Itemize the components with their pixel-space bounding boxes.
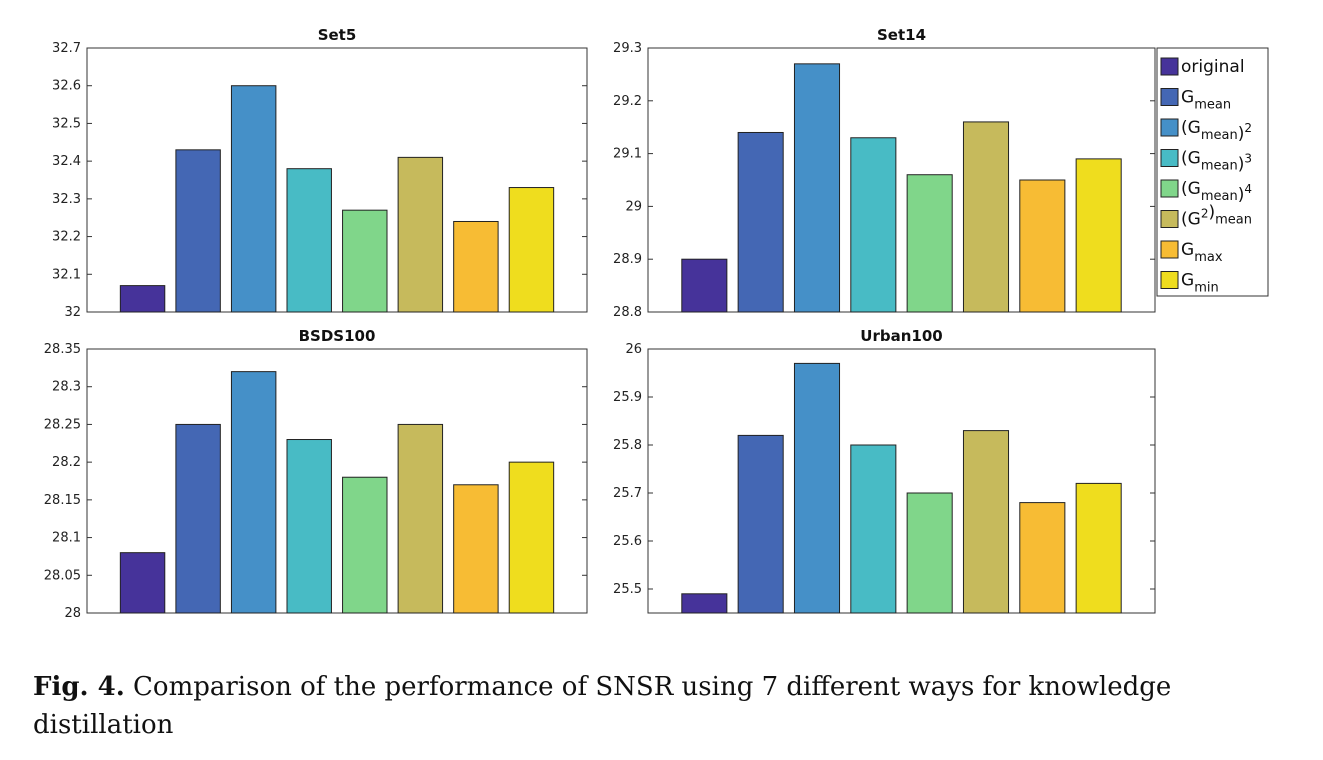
y-tick-label: 25.5 [613, 582, 642, 597]
bar-1 [119, 552, 166, 614]
bar-4 [286, 168, 332, 313]
bar-4 [286, 439, 332, 614]
y-tick-label: 32.1 [52, 267, 81, 282]
y-tick-label: 28.05 [44, 568, 81, 583]
y-tick-label: 28.2 [52, 455, 81, 470]
y-tick-label: 25.6 [613, 534, 642, 549]
y-tick-label: 28 [64, 606, 81, 621]
bar-7 [453, 220, 499, 313]
y-tick-label: 32.3 [52, 192, 81, 207]
bar-7 [1019, 179, 1066, 313]
y-tick-label: 28.15 [44, 493, 81, 508]
y-tick-label: 32.7 [52, 41, 81, 56]
bar-1 [681, 258, 728, 313]
legend-swatch [1160, 179, 1179, 198]
legend-swatch [1160, 271, 1179, 289]
bar-6 [962, 121, 1010, 313]
legend-swatch [1160, 149, 1179, 167]
legend-swatch [1160, 118, 1179, 137]
bar-3 [230, 85, 277, 313]
y-tick-label: 29.3 [613, 41, 642, 56]
bar-1 [119, 285, 166, 313]
y-tick-label: 29 [625, 199, 642, 214]
bar-2 [175, 423, 221, 614]
figure-chart-grid: Set5 32 32.1 32.2 32.3 32.4 32.5 32.6 32.7 Set14 2… [44, 26, 1269, 621]
bar-6 [397, 156, 444, 313]
y-tick-label: 28.35 [44, 342, 81, 357]
chart-title: Set14 [877, 26, 926, 44]
y-tick-label: 28.25 [44, 417, 81, 432]
bar-4 [850, 444, 897, 614]
bar-2 [737, 434, 784, 614]
y-tick-label: 28.8 [613, 305, 642, 320]
y-tick-label: 28.3 [52, 380, 81, 395]
bar-8 [1075, 482, 1122, 614]
legend-entry: original [1160, 57, 1245, 77]
legend-swatch [1160, 210, 1179, 228]
figure-caption: Fig. 4. Comparison of the performance of… [33, 668, 1293, 744]
bar-5 [342, 476, 388, 614]
bar-5 [342, 209, 388, 313]
bar-4 [850, 137, 897, 313]
bar-5 [906, 174, 953, 313]
bar-2 [737, 131, 784, 313]
bar-5 [906, 492, 953, 614]
plot-area [647, 47, 1156, 313]
bar-6 [397, 423, 444, 614]
plot-area [86, 47, 588, 313]
y-tick-label: 32.5 [52, 116, 81, 131]
chart-title: Urban100 [860, 327, 942, 345]
bar-8 [1075, 158, 1122, 313]
legend-swatch [1160, 240, 1179, 259]
bar-2 [175, 149, 221, 313]
chart-title: BSDS100 [299, 327, 376, 345]
chart-set5: Set5 32 32.1 32.2 32.3 32.4 32.5 32.6 32.7 [52, 26, 588, 320]
chart-bsds100: BSDS100 28 28.05 28.1 28.15 28.2 28.25 28.3 28.3… [44, 327, 588, 621]
y-tick-label: 32.4 [52, 154, 81, 169]
y-tick-label: 26 [625, 342, 642, 357]
y-tick-label: 25.8 [613, 438, 642, 453]
plot-area [647, 348, 1156, 614]
caption-text: Comparison of the performance of SNSR us… [33, 672, 1172, 740]
bar-7 [453, 484, 499, 614]
bar-3 [793, 63, 841, 313]
bar-8 [508, 461, 555, 614]
y-tick-label: 25.9 [613, 390, 642, 405]
y-tick-label: 25.7 [613, 486, 642, 501]
legend: originalGmean(Gmean)2(Gmean)3(Gmean)4(G2… [1156, 47, 1269, 297]
bar-1 [681, 593, 728, 614]
plot-area [86, 348, 588, 614]
bar-7 [1019, 502, 1066, 614]
y-tick-label: 32.2 [52, 230, 81, 245]
bar-3 [793, 362, 841, 614]
chart-title: Set5 [318, 26, 357, 44]
legend-label: original [1181, 57, 1245, 77]
bar-6 [962, 430, 1010, 614]
bar-3 [230, 371, 277, 614]
figure-label: Fig. 4. [33, 672, 125, 702]
y-tick-label: 29.1 [613, 147, 642, 162]
legend-swatch [1160, 88, 1179, 106]
y-tick-label: 28.1 [52, 531, 81, 546]
charts-layer: Set5 32 32.1 32.2 32.3 32.4 32.5 32.6 32.7 Set14 2… [44, 26, 1156, 621]
chart-urban100: Urban100 25.5 25.6 25.7 25.8 25.9 26 [613, 327, 1156, 614]
legend-swatch [1160, 57, 1179, 76]
y-tick-label: 32 [64, 305, 81, 320]
bar-8 [508, 187, 555, 313]
y-tick-label: 28.9 [613, 252, 642, 267]
chart-set14: Set14 28.8 28.9 29 29.1 29.2 29.3 [613, 26, 1156, 320]
y-tick-label: 29.2 [613, 94, 642, 109]
y-tick-label: 32.6 [52, 79, 81, 94]
